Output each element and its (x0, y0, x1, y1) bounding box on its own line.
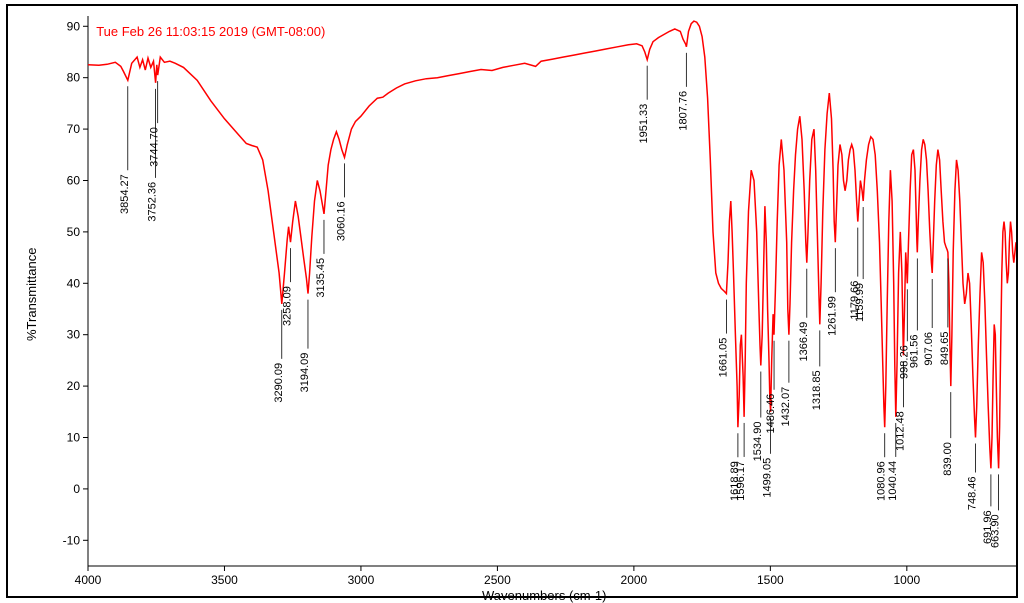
svg-text:1596.17: 1596.17 (735, 461, 747, 501)
svg-text:1661.05: 1661.05 (717, 338, 729, 378)
svg-text:3752.36: 3752.36 (147, 182, 159, 222)
svg-text:1261.99: 1261.99 (826, 296, 838, 336)
svg-text:1000: 1000 (893, 573, 920, 587)
svg-text:1951.33: 1951.33 (638, 104, 650, 144)
svg-text:3744.70: 3744.70 (149, 127, 161, 167)
svg-text:3500: 3500 (211, 573, 238, 587)
svg-text:40: 40 (67, 276, 81, 290)
svg-text:1318.85: 1318.85 (811, 370, 823, 410)
svg-text:30: 30 (67, 328, 81, 342)
svg-text:-10: -10 (63, 533, 81, 547)
x-axis-label: Wavenumbers (cm-1) (482, 588, 606, 603)
svg-text:3194.09: 3194.09 (299, 353, 311, 393)
svg-text:3000: 3000 (348, 573, 375, 587)
svg-text:1366.49: 1366.49 (798, 322, 810, 362)
svg-text:839.00: 839.00 (942, 442, 954, 476)
svg-text:663.90: 663.90 (990, 514, 1002, 548)
svg-text:80: 80 (67, 71, 81, 85)
svg-text:60: 60 (67, 173, 81, 187)
svg-text:961.56: 961.56 (908, 334, 920, 368)
spectrum-plot: -10 0 10 20 30 40 50 60 70 80 90 4000 3500 3000 2500 20… (8, 6, 1016, 596)
svg-text:1486.46: 1486.46 (765, 394, 777, 434)
svg-text:3135.45: 3135.45 (315, 258, 327, 298)
chart-frame: -10 0 10 20 30 40 50 60 70 80 90 4000 3500 3000 2500 20… (6, 4, 1018, 598)
svg-text:748.46: 748.46 (966, 476, 978, 510)
svg-text:10: 10 (67, 430, 81, 444)
svg-text:2000: 2000 (621, 573, 648, 587)
y-axis-label: %Transmittance (24, 248, 39, 341)
svg-text:1499.05: 1499.05 (762, 458, 774, 498)
svg-text:849.65: 849.65 (939, 331, 951, 365)
svg-text:20: 20 (67, 379, 81, 393)
svg-text:50: 50 (67, 225, 81, 239)
svg-text:1012.48: 1012.48 (894, 411, 906, 451)
svg-text:1534.90: 1534.90 (752, 422, 764, 462)
svg-text:70: 70 (67, 122, 81, 136)
svg-text:90: 90 (67, 19, 81, 33)
svg-text:0: 0 (73, 482, 80, 496)
svg-text:1807.76: 1807.76 (677, 91, 689, 131)
svg-text:1040.44: 1040.44 (887, 461, 899, 501)
timestamp-label: Tue Feb 26 11:03:15 2019 (GMT-08:00) (96, 24, 325, 39)
svg-text:3258.09: 3258.09 (281, 286, 293, 326)
svg-text:1432.07: 1432.07 (780, 387, 792, 427)
svg-text:3854.27: 3854.27 (119, 174, 131, 214)
svg-text:3290.09: 3290.09 (273, 363, 285, 403)
svg-text:1500: 1500 (757, 573, 784, 587)
svg-text:2500: 2500 (484, 573, 511, 587)
svg-text:907.06: 907.06 (923, 332, 935, 366)
svg-text:4000: 4000 (75, 573, 102, 587)
svg-text:3060.16: 3060.16 (336, 201, 348, 241)
svg-text:1159.99: 1159.99 (854, 283, 866, 322)
